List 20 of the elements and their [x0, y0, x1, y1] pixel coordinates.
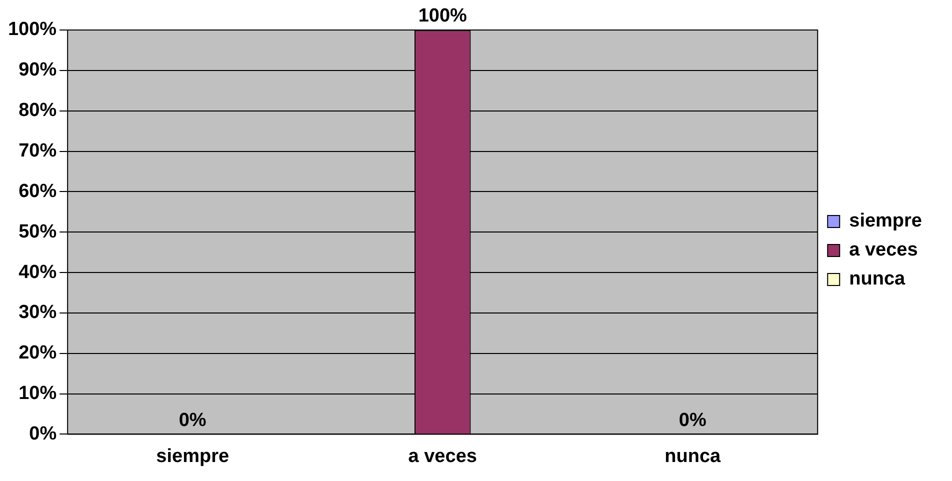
legend-label: a veces — [849, 240, 918, 261]
data-label: 0% — [678, 410, 706, 431]
x-tick-label: nunca — [664, 446, 722, 467]
y-tick-label: 100% — [8, 19, 57, 40]
legend-label: siempre — [849, 210, 922, 232]
legend-label: nunca — [849, 268, 906, 290]
y-tick-label: 60% — [18, 180, 57, 202]
x-tick-label: siempre — [156, 446, 230, 467]
data-label: 100% — [418, 6, 468, 27]
y-tick-label: 40% — [18, 262, 57, 283]
y-tick-label: 90% — [18, 60, 57, 81]
y-tick-label: 30% — [18, 302, 57, 324]
data-label: 0% — [178, 410, 206, 431]
y-tick-label: 70% — [18, 140, 57, 162]
y-tick-label: 0% — [29, 423, 57, 444]
y-tick-label: 80% — [18, 100, 57, 122]
y-tick-label: 50% — [18, 221, 57, 242]
x-tick-label: a veces — [408, 446, 477, 467]
y-tick-label: 20% — [18, 342, 57, 364]
y-tick-label: 10% — [18, 383, 57, 404]
